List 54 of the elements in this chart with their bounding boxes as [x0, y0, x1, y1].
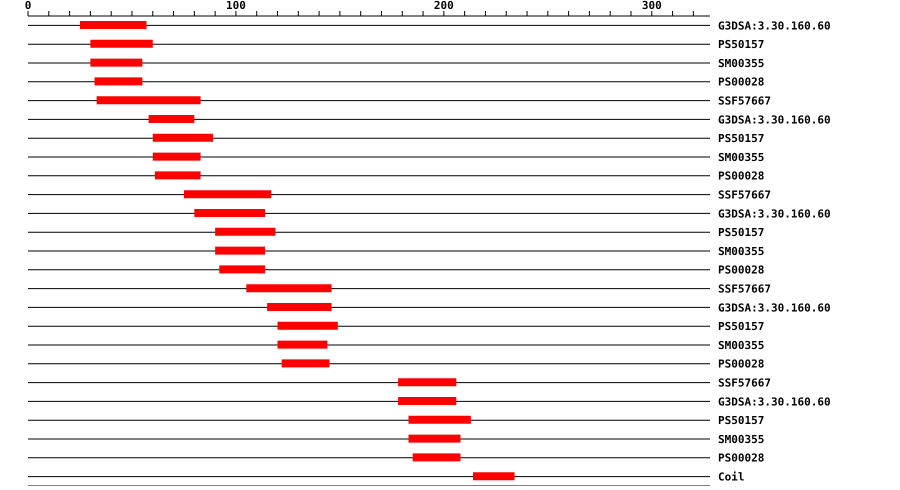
bar: [398, 378, 456, 386]
y-tick-label: PS50157: [718, 414, 764, 428]
bar: [215, 246, 266, 255]
y-tick-label: PS50157: [718, 132, 764, 146]
bar: [408, 416, 471, 424]
y-tick-label: SSF57667: [718, 282, 771, 296]
bar: [90, 40, 153, 48]
bar: [412, 453, 460, 462]
y-tick-label: G3DSA:3.30.160.60: [718, 19, 831, 32]
y-tick-label: SM00355: [718, 338, 764, 352]
bar: [215, 228, 276, 236]
y-tick-label: G3DSA:3.30.160.60: [718, 301, 831, 314]
y-tick-label: PS00028: [718, 76, 764, 89]
bar: [152, 134, 214, 142]
y-tick-label: G3DSA:3.30.160.60: [718, 113, 831, 126]
y-tick-label: Coil: [718, 470, 744, 484]
y-tick-label: SSF57667: [718, 376, 771, 390]
bar: [398, 397, 456, 405]
bar: [282, 359, 330, 368]
y-tick-label: SSF57667: [718, 188, 771, 202]
y-tick-label: SM00355: [718, 56, 764, 70]
y-tick-label: SM00355: [718, 244, 764, 258]
bar: [152, 152, 201, 161]
bar: [94, 77, 142, 86]
y-tick-label: SM00355: [718, 432, 764, 446]
y-tick-label: G3DSA:3.30.160.60: [718, 207, 831, 220]
y-tick-label: PS00028: [718, 452, 764, 465]
bar: [154, 171, 201, 180]
y-tick-label: G3DSA:3.30.160.60: [718, 395, 831, 408]
bar: [96, 96, 201, 104]
x-tick-label: 200: [434, 0, 454, 12]
y-tick-label: PS00028: [718, 264, 764, 277]
y-tick-label: PS50157: [718, 38, 764, 52]
y-tick-label: PS00028: [718, 358, 764, 371]
bar: [472, 472, 515, 480]
y-tick-label: PS00028: [718, 170, 764, 183]
bar: [408, 434, 460, 443]
x-tick-label: 100: [226, 0, 246, 12]
bar: [267, 303, 332, 311]
bar: [246, 284, 332, 292]
y-tick-label: PS50157: [718, 320, 764, 334]
y-tick-label: SM00355: [718, 150, 764, 164]
bar: [194, 209, 266, 217]
bar: [219, 265, 266, 274]
bar: [184, 190, 272, 198]
bar: [80, 21, 147, 29]
x-tick-label: 300: [642, 0, 662, 12]
bar: [278, 340, 328, 349]
bar: [148, 115, 194, 123]
bar: [90, 58, 142, 67]
y-tick-label: SSF57667: [718, 94, 771, 108]
bar: [278, 322, 338, 330]
x-tick-label: 0: [24, 0, 32, 12]
y-tick-label: PS50157: [718, 226, 764, 240]
